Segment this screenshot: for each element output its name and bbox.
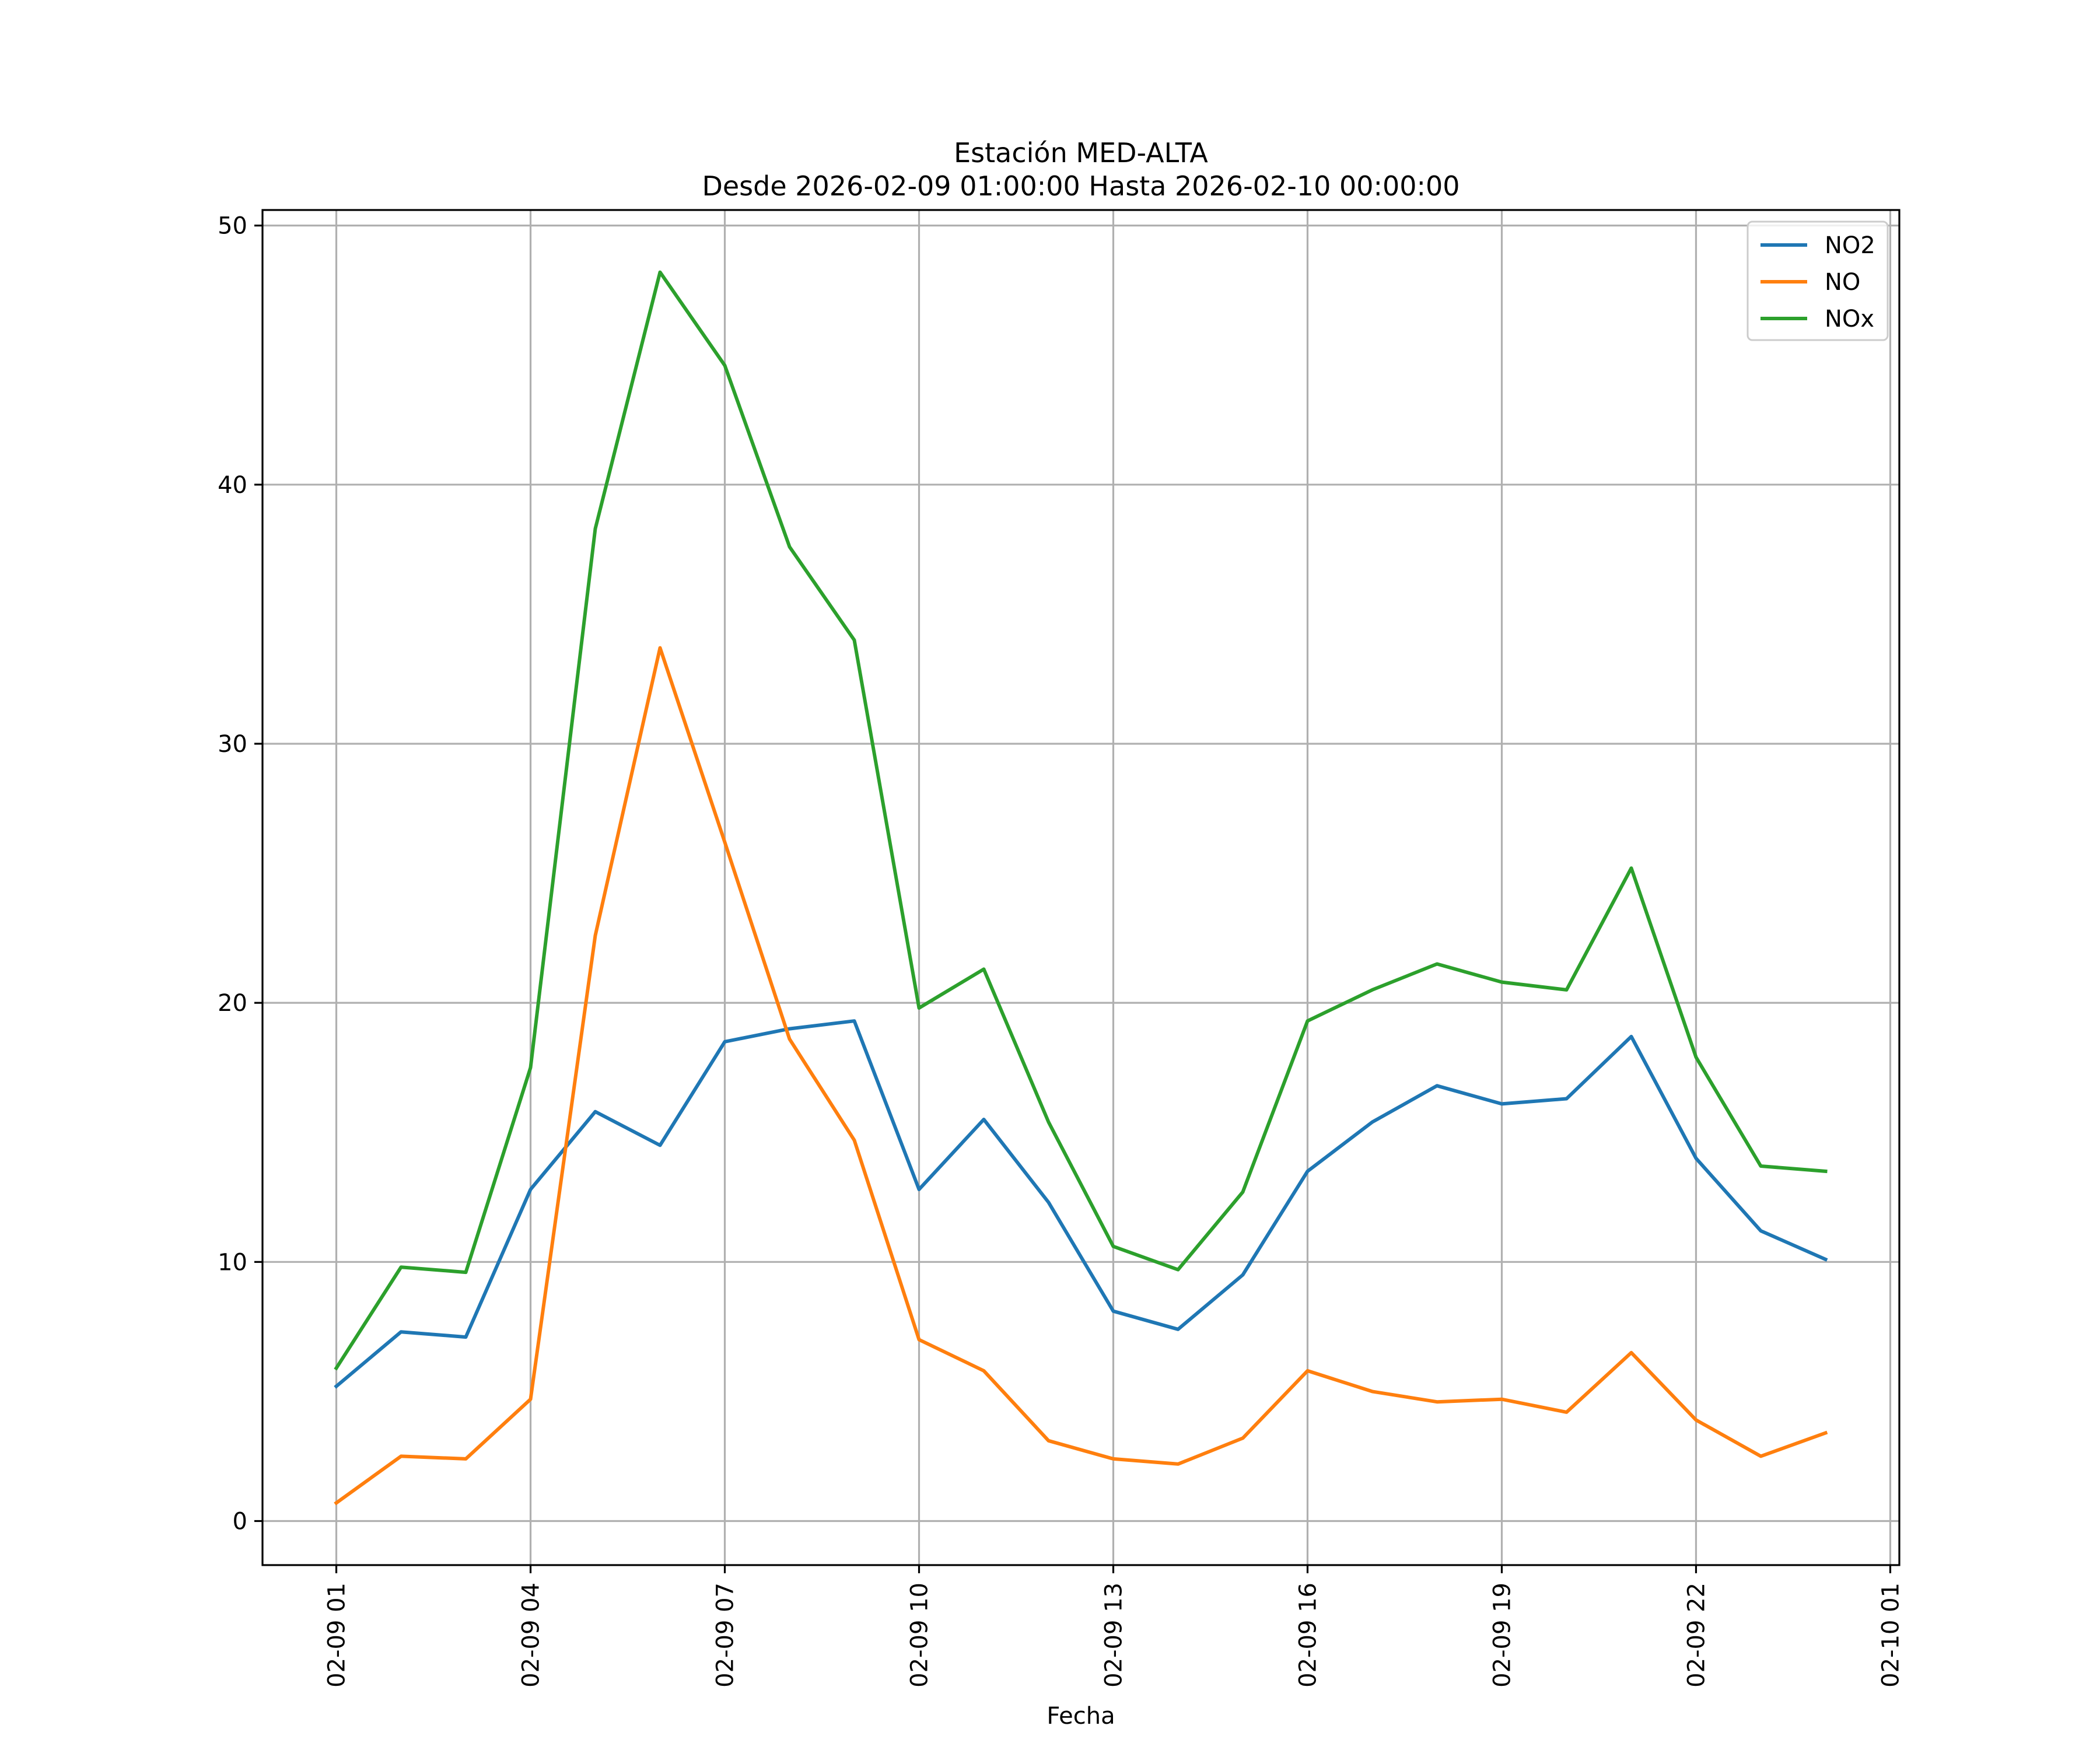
y-tick-label: 30 bbox=[218, 731, 247, 758]
axis-ticks bbox=[254, 225, 1892, 1573]
series-lines bbox=[334, 270, 1828, 1506]
x-tick-label: 02-09 22 bbox=[1683, 1583, 1710, 1688]
chart-title: Estación MED-ALTA Desde 2026-02-09 01:00… bbox=[702, 137, 1460, 202]
x-tick-label: 02-09 13 bbox=[1100, 1583, 1127, 1688]
x-tick-label: 02-09 07 bbox=[712, 1583, 739, 1688]
x-tick-label: 02-09 10 bbox=[907, 1583, 933, 1688]
plot-area-frame bbox=[261, 209, 1901, 1566]
y-tick-label: 40 bbox=[218, 472, 247, 499]
y-tick-label: 20 bbox=[218, 990, 247, 1017]
legend: NO2 NO NOx bbox=[1746, 220, 1889, 341]
chart-title-line-2: Desde 2026-02-09 01:00:00 Hasta 2026-02-… bbox=[702, 170, 1460, 202]
legend-label: NOx bbox=[1825, 306, 1874, 332]
x-tick-label: 02-09 01 bbox=[324, 1583, 351, 1688]
y-tick-label: 0 bbox=[233, 1508, 247, 1535]
series-line-nox bbox=[334, 270, 1828, 1371]
y-tick-label: 50 bbox=[218, 213, 247, 240]
legend-box bbox=[1746, 220, 1889, 341]
series-line-no bbox=[334, 646, 1828, 1506]
y-tick-labels: 0 10 20 30 40 50 bbox=[218, 213, 247, 1535]
y-tick-label: 10 bbox=[218, 1249, 247, 1276]
x-axis-label: Fecha bbox=[1046, 1703, 1115, 1730]
legend-label: NO2 bbox=[1825, 232, 1875, 259]
x-tick-label: 02-09 04 bbox=[518, 1583, 545, 1688]
grid bbox=[262, 210, 1899, 1565]
x-tick-label: 02-09 19 bbox=[1489, 1583, 1516, 1688]
x-tick-label: 02-10 01 bbox=[1877, 1583, 1904, 1688]
series-line-no2 bbox=[334, 1019, 1828, 1389]
chart-title-line-1: Estación MED-ALTA bbox=[954, 137, 1208, 169]
legend-label: NO bbox=[1825, 269, 1860, 296]
x-tick-labels: 02-09 01 02-09 04 02-09 07 02-09 10 02-09 13… bbox=[324, 1583, 1905, 1688]
x-tick-label: 02-09 16 bbox=[1294, 1583, 1321, 1688]
